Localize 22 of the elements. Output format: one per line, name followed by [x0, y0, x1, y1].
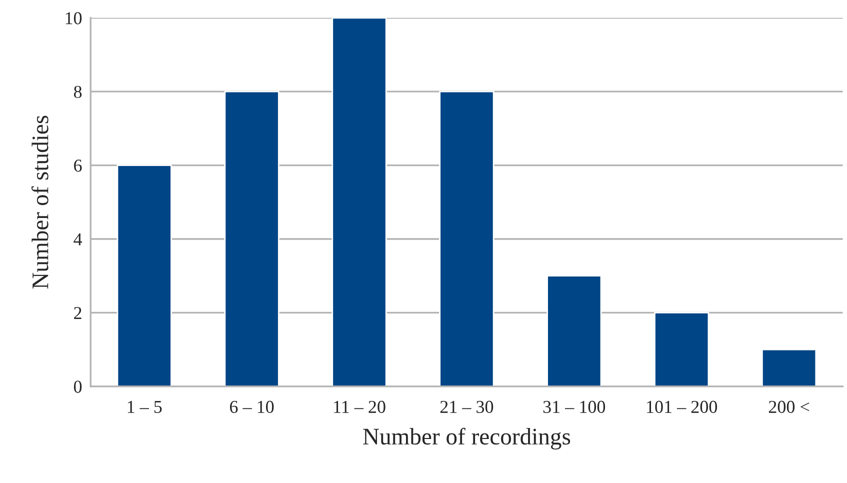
x-tick-label: 1 – 5: [128, 400, 162, 413]
x-tick-label: 11 – 20: [334, 400, 386, 413]
y-tick-label: 6: [74, 160, 82, 172]
x-tick-label: 101 – 200: [647, 400, 718, 413]
bar: [116, 164, 172, 386]
x-tick-label: 21 – 30: [440, 400, 494, 413]
bar: [224, 90, 280, 386]
bar: [546, 275, 602, 386]
bar: [654, 312, 710, 386]
x-tick-label: 31 – 100: [543, 400, 606, 413]
bar: [332, 18, 387, 386]
y-tick-label: 4: [74, 233, 82, 246]
y-tick-label: 10: [66, 12, 82, 24]
bar: [761, 348, 817, 386]
x-tick-label: 6 – 10: [230, 400, 274, 413]
x-tick-label: 200 <: [768, 400, 810, 413]
y-tick-label: 8: [74, 86, 82, 98]
x-axis-title: Number of recordings: [363, 428, 570, 450]
y-tick-label: 0: [74, 380, 82, 393]
y-tick-label: 2: [74, 307, 82, 319]
bar: [439, 90, 494, 386]
y-axis-title: Number of studies: [31, 116, 48, 289]
